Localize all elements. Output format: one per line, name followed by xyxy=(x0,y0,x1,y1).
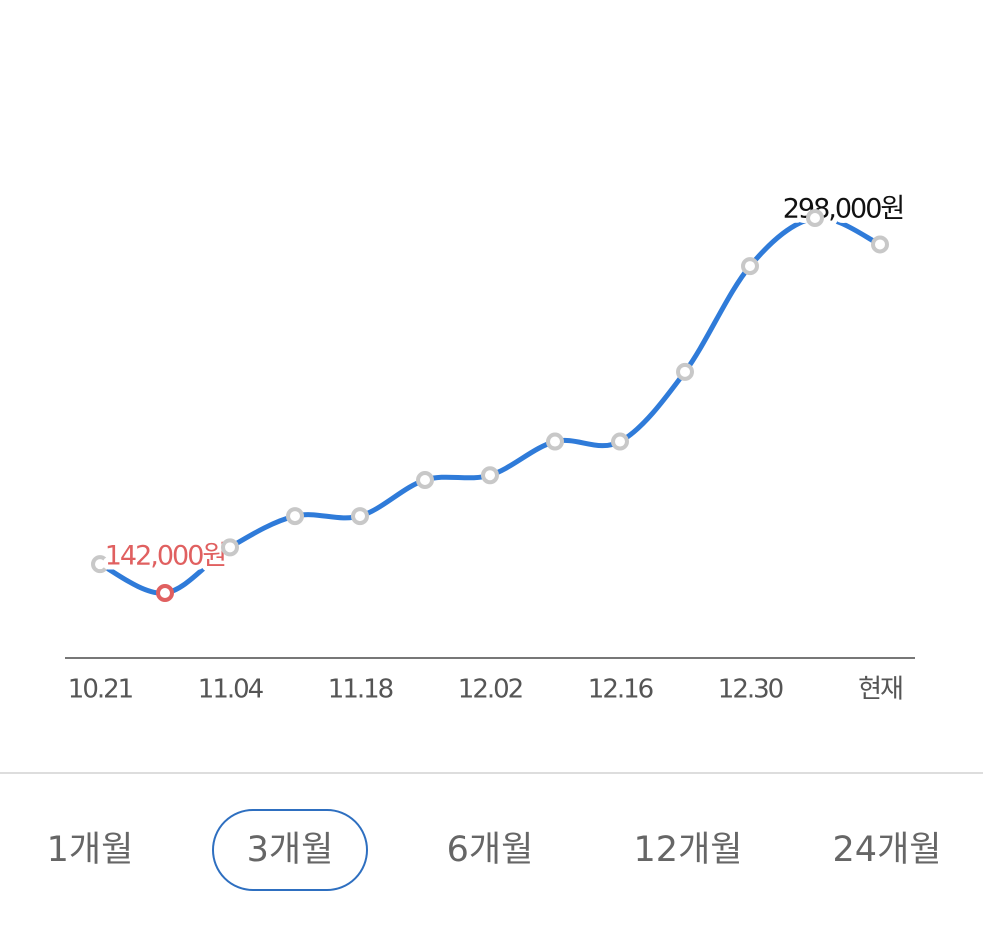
period-tab[interactable]: 1개월 xyxy=(47,830,134,870)
point-marker xyxy=(741,257,759,276)
period-tab[interactable]: 3개월 xyxy=(247,830,334,870)
x-tick-label: 12.30 xyxy=(718,675,783,705)
period-tab[interactable]: 6개월 xyxy=(447,830,534,870)
plot: 142,000원 298,000원 10.21 11.04 11.18 12.02 12.1… xyxy=(68,189,910,705)
point-marker xyxy=(481,466,499,485)
point-marker xyxy=(806,209,824,227)
point-marker xyxy=(156,584,174,602)
point-marker xyxy=(871,235,889,254)
max-price-label: 298,000원 xyxy=(783,194,904,225)
point-marker xyxy=(286,507,304,526)
point-marker xyxy=(351,507,369,526)
point-marker xyxy=(676,362,694,381)
point-marker xyxy=(221,538,239,557)
point-marker xyxy=(416,471,434,490)
x-tick-label: 11.04 xyxy=(198,675,264,705)
x-tick-label: 11.18 xyxy=(328,675,393,705)
price-line xyxy=(97,215,883,596)
x-tick-label: 12.02 xyxy=(458,675,522,705)
point-marker xyxy=(91,555,109,574)
x-tick-label: 12.16 xyxy=(588,675,653,705)
period-tab[interactable]: 24개월 xyxy=(833,830,942,870)
tab-selected-outline xyxy=(212,809,368,891)
min-price-label: 142,000원 xyxy=(105,541,226,572)
period-tabs: 1개월 3개월 6개월 12개월 24개월 xyxy=(47,809,942,891)
point-marker xyxy=(546,432,564,451)
x-tick-label: 현재 xyxy=(858,675,902,705)
x-tick-label: 10.21 xyxy=(68,675,133,705)
point-marker xyxy=(611,432,629,451)
period-tab[interactable]: 12개월 xyxy=(634,830,743,870)
